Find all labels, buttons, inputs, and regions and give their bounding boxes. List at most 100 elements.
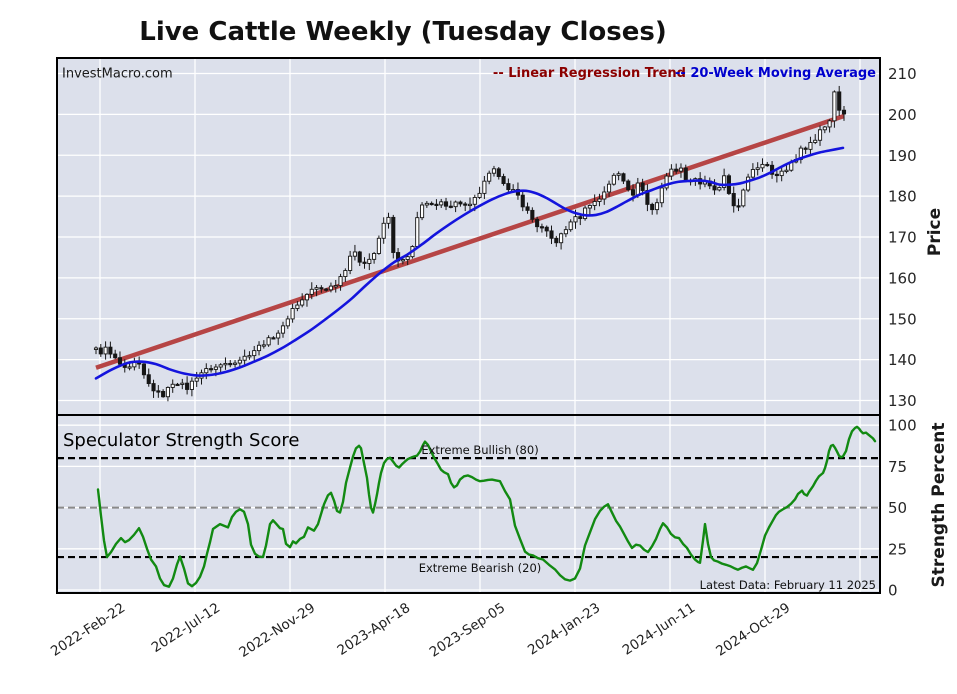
candle-up	[405, 256, 410, 260]
candle-up	[328, 285, 333, 291]
candle-up	[597, 198, 602, 202]
candle-down	[535, 218, 540, 228]
candle-down	[156, 390, 161, 393]
candle-up	[420, 204, 425, 219]
candle-down	[185, 382, 190, 390]
candle-up	[252, 350, 257, 357]
candle-up	[635, 182, 640, 196]
candle-up	[213, 366, 218, 370]
candle-up	[602, 191, 607, 200]
candle-up	[832, 91, 837, 122]
candle-down	[712, 185, 717, 191]
price-tick-label: 130	[888, 392, 917, 410]
candle-up	[127, 366, 132, 369]
linear-regression-line	[95, 113, 845, 370]
strength-score-line	[96, 425, 877, 588]
candle-down	[674, 168, 679, 172]
candle-up	[755, 167, 760, 170]
x-tick-label: 2023-Sep-05	[427, 600, 508, 661]
price-tick-label: 200	[888, 106, 917, 124]
candle-up	[276, 332, 281, 339]
candle-up	[367, 258, 372, 264]
extreme-bearish-label: Extreme Bearish (20)	[419, 561, 542, 575]
candle-down	[530, 209, 535, 220]
candle-down	[841, 109, 847, 115]
strength-panel-frame	[56, 414, 881, 594]
candle-up	[242, 355, 247, 361]
candle-up	[467, 203, 473, 207]
candle-down	[151, 383, 156, 392]
strength-axis-title: Strength Percent	[929, 423, 949, 588]
candle-up	[453, 201, 458, 208]
candle-up	[654, 202, 660, 211]
candle-up	[381, 222, 386, 239]
candle-down	[458, 201, 463, 205]
moving-average-line	[94, 146, 845, 380]
candle-down	[578, 216, 583, 220]
candle-down	[141, 363, 146, 376]
price-tick-label: 190	[888, 147, 917, 165]
candle-up	[722, 175, 727, 188]
candle-up	[300, 299, 305, 306]
candle-up	[573, 216, 578, 223]
candle-up	[746, 176, 751, 191]
candle-up	[223, 362, 228, 366]
candle-up	[491, 168, 497, 174]
candle-up	[218, 364, 223, 368]
candle-down	[391, 216, 396, 253]
candle-down	[506, 183, 511, 191]
candle-down	[228, 362, 233, 366]
strength-tick-label: 0	[888, 582, 898, 600]
candle-up	[261, 344, 266, 347]
candle-up	[314, 287, 319, 290]
candle-up	[400, 259, 405, 262]
candle-up	[415, 217, 420, 247]
x-tick-label: 2024-Jun-11	[620, 600, 698, 659]
candle-down	[683, 167, 688, 181]
candle-up	[295, 304, 300, 309]
candle-down	[146, 374, 151, 385]
candle-down	[117, 357, 123, 365]
candle-up	[343, 270, 348, 278]
candle-up	[741, 189, 746, 207]
candle-up	[813, 139, 818, 143]
candle-up	[616, 173, 621, 176]
candle-down	[175, 383, 180, 387]
candle-up	[559, 233, 564, 244]
candle-up	[439, 201, 444, 206]
candle-down	[271, 337, 276, 340]
strength-tick-label: 50	[888, 499, 907, 517]
candle-down	[357, 251, 362, 263]
candle-down	[736, 205, 741, 208]
candle-down	[319, 287, 324, 290]
candle-up	[760, 163, 765, 169]
chart-title: Live Cattle Weekly (Tuesday Closes)	[139, 17, 666, 47]
candle-down	[443, 201, 449, 207]
x-tick-label: 2024-Jan-23	[525, 600, 603, 659]
strength-tick-label: 25	[888, 540, 907, 558]
price-axis-title: Price	[925, 208, 945, 256]
candle-up	[247, 355, 252, 358]
candle-up	[717, 187, 722, 191]
price-tick-label: 140	[888, 351, 917, 369]
x-tick-label: 2024-Oct-29	[713, 600, 793, 660]
candle-down	[539, 226, 544, 229]
candle-down	[98, 347, 103, 355]
candle-up	[194, 377, 199, 382]
latest-data-label: Latest Data: February 11 2025	[700, 578, 876, 592]
candle-up	[93, 347, 99, 350]
candle-down	[496, 168, 501, 177]
candle-down	[501, 176, 506, 185]
candle-up	[659, 187, 664, 204]
candle-down	[544, 226, 549, 232]
candle-up	[386, 216, 391, 224]
x-tick-label: 2022-Nov-29	[236, 600, 318, 661]
candle-down	[621, 173, 626, 182]
strength-panel-title: Speculator Strength Score	[63, 430, 299, 451]
candle-down	[803, 147, 808, 150]
candle-up	[280, 325, 286, 334]
candle-down	[626, 180, 631, 191]
candle-down	[525, 206, 530, 211]
candle-up	[266, 337, 271, 346]
price-tick-label: 180	[888, 188, 917, 206]
